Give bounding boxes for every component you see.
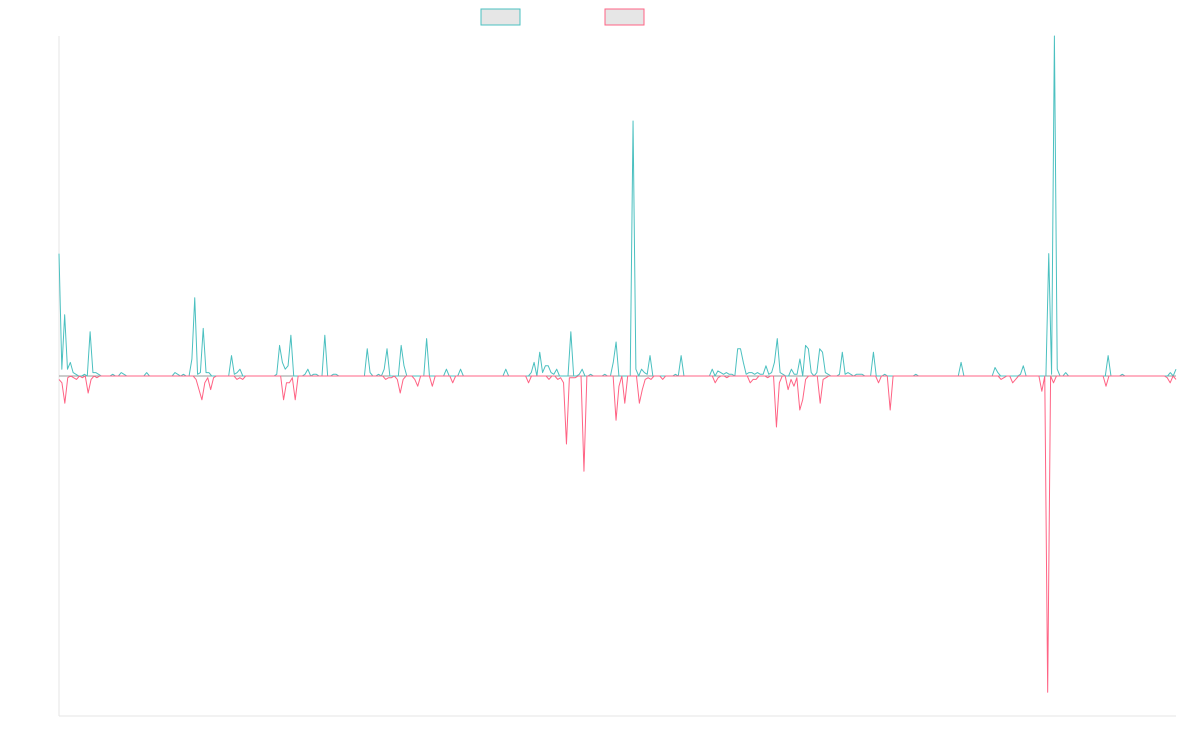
legend[interactable] [480, 8, 645, 26]
legend-swatch-1[interactable] [480, 8, 521, 26]
series-line-2 [58, 375, 1177, 693]
series-line-1 [58, 35, 1177, 377]
series-layer [58, 35, 1177, 693]
legend-swatch-2[interactable] [604, 8, 645, 26]
